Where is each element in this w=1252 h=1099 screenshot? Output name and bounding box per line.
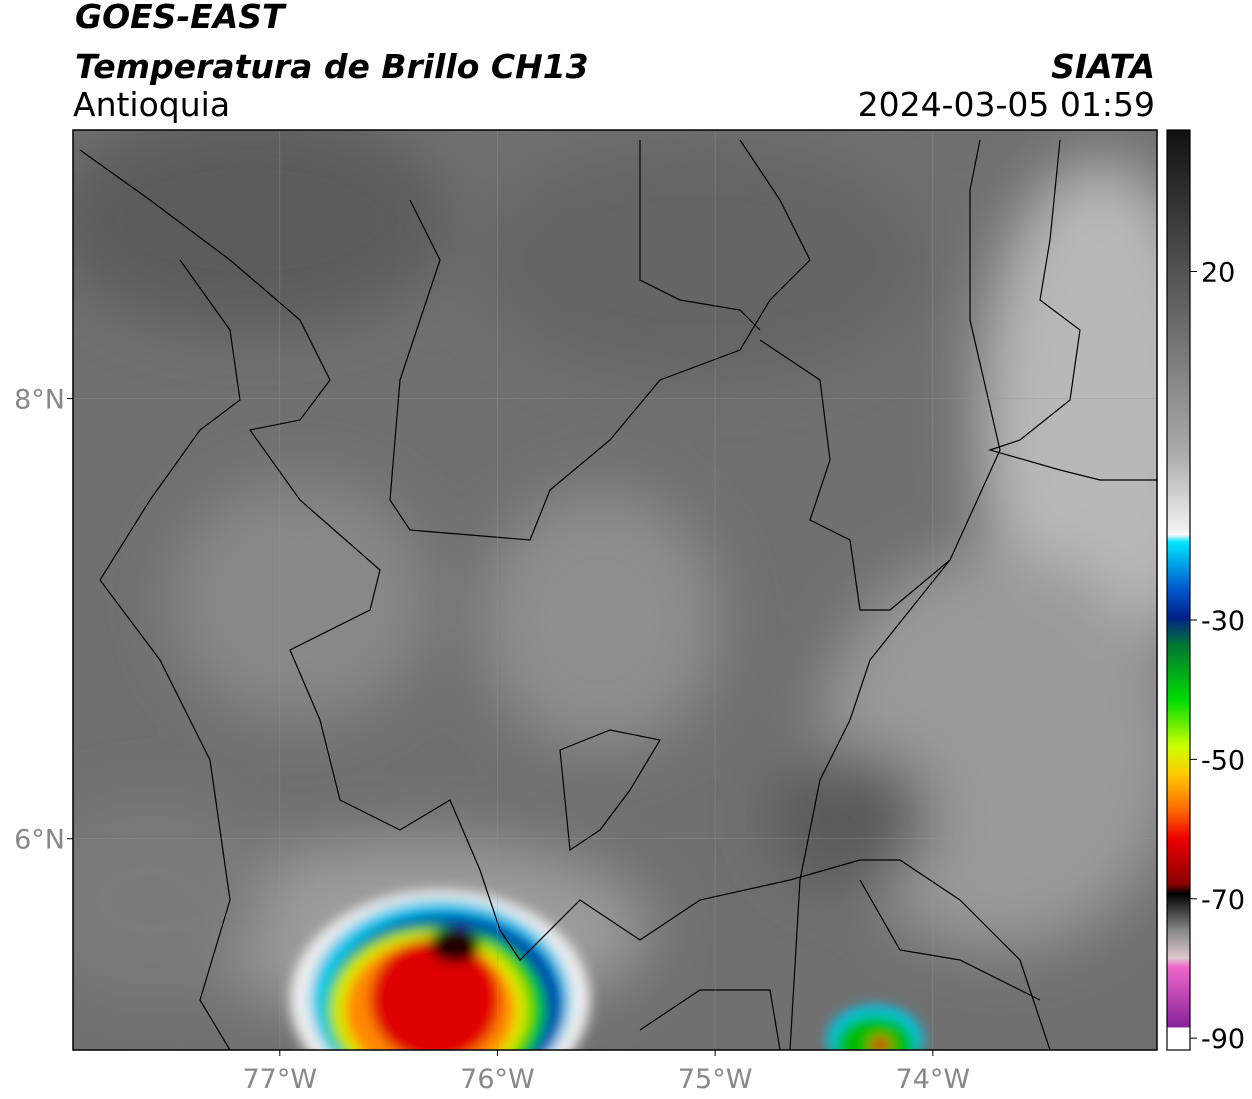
satellite-image [73,130,1157,1050]
source: SIATA [1051,47,1155,86]
colorbar-tick-label: -70 [1201,885,1245,916]
region: Antioquia [73,85,230,124]
colorbar-tick-label: 20 [1201,257,1235,288]
y-tick-label: 8°N [14,385,65,416]
colorbar-tick-label: -90 [1201,1024,1245,1055]
x-tick-label: 75°W [678,1064,753,1095]
colorbar-tick-label: -30 [1201,606,1245,637]
datetime: 2024-03-05 01:59 [858,85,1155,124]
y-tick-label: 6°N [14,825,65,856]
colorbar [1166,129,1191,1051]
title: GOES-EAST [75,0,287,36]
subtitle: Temperatura de Brillo CH13 [75,47,589,86]
map-frame [72,129,1158,1051]
colorbar-tick-label: -50 [1201,745,1245,776]
borders [79,139,1157,1050]
x-tick-label: 74°W [896,1064,971,1095]
x-tick-label: 77°W [243,1064,318,1095]
x-tick-label: 76°W [460,1064,535,1095]
